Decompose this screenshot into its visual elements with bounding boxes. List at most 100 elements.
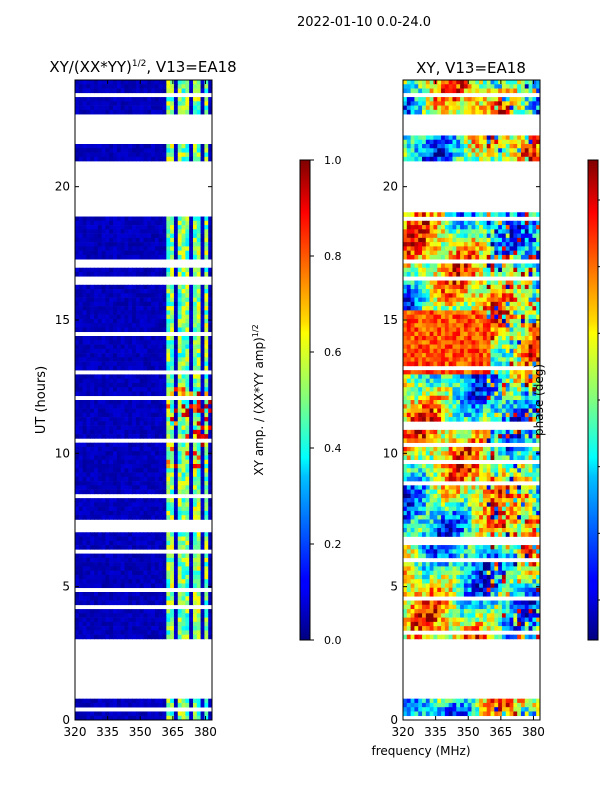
heatmap-cell (189, 472, 194, 478)
heatmap-cell (192, 596, 198, 601)
heatmap-cell (143, 446, 148, 452)
heatmap-cell (105, 404, 110, 409)
heatmap-cell (166, 250, 171, 256)
heatmap-cell (166, 293, 171, 298)
heatmap-cell (128, 553, 133, 559)
heatmap-cell (86, 455, 91, 461)
heatmap-cell (151, 502, 156, 507)
heatmap-cell (97, 365, 103, 371)
heatmap-cell (97, 404, 103, 409)
heatmap-cell (75, 340, 80, 345)
heatmap-cell (170, 361, 175, 367)
heatmap-cell (124, 80, 129, 85)
heatmap-cell (410, 97, 416, 102)
heatmap-cell (181, 109, 186, 115)
heatmap-cell (158, 566, 164, 571)
heatmap-cell (189, 421, 194, 426)
heatmap-cell (97, 289, 103, 294)
heatmap-cell (196, 378, 202, 384)
heatmap-cell (132, 284, 137, 290)
heatmap-cell (452, 310, 457, 315)
heatmap-cell (422, 80, 427, 85)
heatmap-cell (82, 84, 88, 89)
heatmap-cell (189, 109, 194, 115)
heatmap-cell (151, 229, 156, 234)
heatmap-cell (189, 702, 194, 708)
heatmap-cell (181, 152, 186, 158)
heatmap-cell (505, 212, 511, 217)
heatmap-cell (524, 327, 530, 333)
heatmap-cell (86, 630, 91, 635)
heatmap-cell (75, 97, 80, 102)
heatmap-cell (82, 540, 88, 546)
heatmap-cell (158, 472, 164, 478)
colorbar-tick-label: 0.6 (324, 346, 342, 359)
heatmap-cell (109, 80, 114, 85)
heatmap-cell (97, 532, 103, 537)
heatmap-cell (185, 348, 190, 354)
heatmap-cell (192, 476, 198, 482)
heatmap-cell (208, 574, 212, 580)
heatmap-cell (113, 502, 118, 507)
heatmap-cell (189, 267, 194, 273)
heatmap-cell (498, 152, 503, 158)
heatmap-cell (456, 280, 461, 286)
heatmap-cell (471, 272, 476, 277)
heatmap-cell (441, 250, 446, 256)
heatmap-cell (528, 297, 533, 303)
heatmap-cell (196, 400, 202, 405)
heatmap-cell (177, 421, 183, 426)
heatmap-cell (173, 434, 179, 439)
heatmap-cell (513, 156, 518, 162)
heatmap-cell (135, 583, 141, 589)
heatmap-cell (192, 442, 198, 448)
heatmap-cell (135, 148, 141, 153)
heatmap-cell (162, 532, 167, 537)
heatmap-cell (75, 284, 80, 290)
heatmap-cell (185, 297, 190, 303)
heatmap-cell (181, 293, 186, 298)
heatmap-cell (139, 613, 145, 618)
x-tick-label: 320 (64, 725, 87, 739)
heatmap-cell (204, 233, 209, 239)
heatmap-cell (82, 532, 88, 537)
heatmap-cell (185, 387, 190, 392)
heatmap-cell (498, 263, 503, 269)
heatmap-cell (109, 289, 114, 294)
heatmap-cell (410, 310, 416, 315)
heatmap-cell (532, 267, 537, 273)
heatmap-cell (132, 254, 137, 260)
heatmap-cell (509, 301, 514, 307)
heatmap-cell (185, 536, 190, 542)
heatmap-cell (460, 229, 465, 234)
heatmap-cell (86, 284, 91, 290)
heatmap-cell (498, 80, 503, 85)
heatmap-cell (86, 365, 91, 371)
heatmap-cell (97, 506, 103, 512)
heatmap-cell (437, 310, 442, 315)
heatmap-cell (86, 498, 91, 503)
heatmap-cell (97, 250, 103, 256)
heatmap-cell (116, 242, 122, 247)
heatmap-cell (143, 297, 148, 303)
heatmap-cell (204, 156, 209, 162)
heatmap-cell (86, 613, 91, 618)
heatmap-cell (116, 557, 122, 563)
heatmap-cell (418, 289, 423, 294)
heatmap-cell (101, 476, 107, 482)
heatmap-cell (501, 212, 507, 217)
heatmap-cell (166, 698, 171, 704)
heatmap-cell (116, 357, 122, 362)
heatmap-cell (433, 212, 438, 217)
heatmap-cell (532, 323, 537, 328)
heatmap-cell (425, 105, 431, 111)
heatmap-cell (170, 80, 175, 85)
heatmap-cell (162, 84, 167, 89)
heatmap-cell (101, 97, 107, 102)
heatmap-cell (128, 353, 133, 358)
heatmap-cell (444, 254, 450, 260)
heatmap-cell (460, 306, 465, 311)
heatmap-cell (460, 280, 465, 286)
heatmap-cell (441, 237, 446, 243)
heatmap-cell (154, 327, 160, 333)
